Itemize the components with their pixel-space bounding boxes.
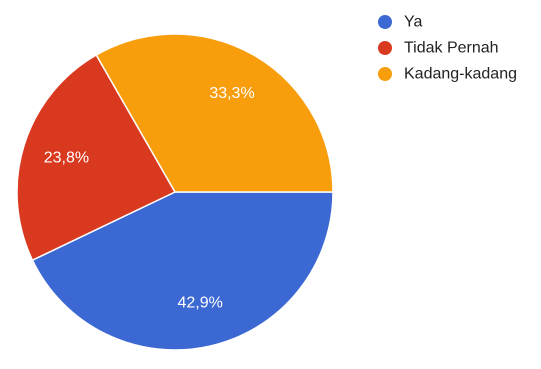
legend-label-tidak-pernah: Tidak Pernah xyxy=(404,40,499,57)
pie-slices xyxy=(16,33,334,351)
legend-item-tidak-pernah: Tidak Pernah xyxy=(378,40,499,57)
slice-labels: 42,9% 23,8% 33,3% xyxy=(44,85,255,311)
legend-label-ya: Ya xyxy=(404,14,422,31)
slice-label-kadang-kadang: 33,3% xyxy=(209,85,254,102)
legend-item-kadang-kadang: Kadang-kadang xyxy=(378,66,517,83)
legend-swatch-ya xyxy=(378,15,392,29)
pie-slice-ya xyxy=(31,191,334,351)
slice-label-tidak-pernah: 23,8% xyxy=(44,150,89,167)
legend-label-kadang-kadang: Kadang-kadang xyxy=(404,66,517,83)
pie-slice-tidak-pernah xyxy=(16,53,177,262)
slice-label-ya: 42,9% xyxy=(178,294,223,311)
pie-slice-kadang-kadang xyxy=(95,33,334,193)
legend-swatch-kadang-kadang xyxy=(378,67,392,81)
legend-swatch-tidak-pernah xyxy=(378,41,392,55)
legend-item-ya: Ya xyxy=(378,14,422,31)
legend: Ya Tidak Pernah Kadang-kadang xyxy=(378,14,517,83)
